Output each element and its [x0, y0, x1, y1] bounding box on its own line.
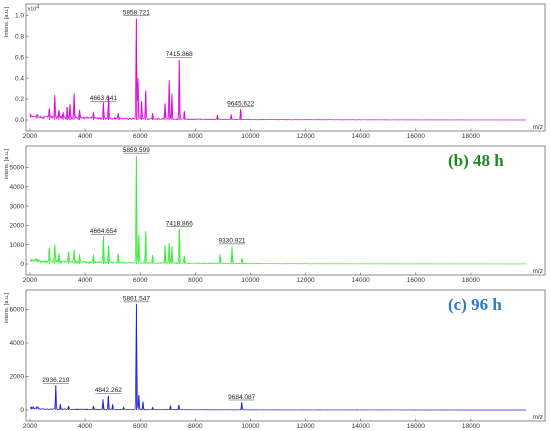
peak-label: 9684.087 — [228, 394, 255, 401]
y-tick-label: 0.6 — [15, 54, 24, 61]
peak-label: 5859.599 — [123, 147, 150, 154]
x-tick-label: 4000 — [78, 423, 93, 430]
peak-label: 4842.262 — [95, 387, 122, 394]
peak-label: 4663.641 — [90, 95, 117, 102]
x-tick-label: 6000 — [133, 133, 148, 140]
x-axis-unit-label: m/z — [533, 268, 543, 275]
y-tick-label: 0.4 — [15, 75, 24, 82]
y-axis-label: Intens. [a.u.] — [4, 292, 10, 323]
y-tick-label: 0 — [20, 261, 24, 268]
x-tick-label: 14000 — [352, 133, 370, 140]
y-exponent-label: x104 — [28, 5, 40, 13]
x-tick-label: 2000 — [23, 423, 38, 430]
y-tick-label: 4000 — [10, 340, 25, 347]
x-tick-label: 4000 — [78, 277, 93, 284]
plot-frame — [25, 289, 546, 422]
x-tick-label: 12000 — [297, 133, 315, 140]
x-tick-label: 12000 — [297, 423, 315, 430]
x-tick-label: 12000 — [297, 277, 315, 284]
panel-title: (c) 96 h — [448, 295, 502, 314]
x-tick-label: 2000 — [23, 277, 38, 284]
x-axis-unit-label: m/z — [533, 124, 543, 131]
y-tick-label: 0.8 — [15, 33, 24, 40]
x-tick-label: 14000 — [352, 277, 370, 284]
y-tick-label: 0.2 — [15, 96, 24, 103]
x-tick-label: 8000 — [188, 423, 203, 430]
peak-label: 7418.866 — [166, 220, 193, 227]
y-tick-label: 2000 — [10, 223, 25, 230]
panel-title: (b) 48 h — [448, 151, 504, 170]
peak-label: 9330.921 — [218, 238, 245, 245]
y-tick-label: 1.0 — [15, 12, 24, 19]
peak-label: 2936.219 — [42, 377, 69, 384]
y-tick-label: 6000 — [10, 307, 25, 314]
x-tick-label: 16000 — [407, 133, 425, 140]
x-tick-label: 8000 — [188, 133, 203, 140]
x-tick-label: 10000 — [241, 423, 259, 430]
y-tick-label: 5000 — [10, 165, 25, 172]
y-tick-label: 1000 — [10, 242, 25, 249]
x-tick-label: 18000 — [462, 133, 480, 140]
x-tick-label: 18000 — [462, 277, 480, 284]
peak-label: 5858.721 — [123, 9, 150, 16]
y-tick-label: 4000 — [10, 184, 25, 191]
spectrum-panel-1: 0.0 0.2 0.4 0.6 0.8 1.0 Intens. [a.u.] x104 2000… — [4, 3, 546, 140]
x-tick-label: 10000 — [241, 133, 259, 140]
y-axis-label: Intens. [a.u.] — [4, 148, 10, 179]
spectrum-line — [29, 156, 527, 265]
x-tick-label: 14000 — [352, 423, 370, 430]
x-tick-label: 6000 — [133, 423, 148, 430]
x-tick-label: 18000 — [462, 423, 480, 430]
plot-frame — [25, 3, 546, 132]
x-axis-unit-label: m/z — [533, 414, 543, 421]
peak-label: 4664.654 — [90, 228, 117, 235]
peak-label: 9645.622 — [227, 100, 254, 107]
spectrum-line — [29, 303, 527, 411]
x-tick-label: 10000 — [241, 277, 259, 284]
x-tick-label: 16000 — [407, 423, 425, 430]
x-tick-label: 6000 — [133, 277, 148, 284]
x-tick-label: 16000 — [407, 277, 425, 284]
plot-frame — [25, 145, 546, 276]
y-axis-label: Intens. [a.u.] — [4, 6, 10, 37]
y-tick-label: 2000 — [10, 374, 25, 381]
x-tick-label: 4000 — [78, 133, 93, 140]
x-tick-label: 8000 — [188, 277, 203, 284]
peak-label: 7415.868 — [166, 51, 193, 58]
y-tick-label: 3000 — [10, 203, 25, 210]
spectrum-line — [29, 18, 527, 121]
y-tick-label: 0.0 — [15, 117, 24, 124]
y-tick-label: 0 — [20, 407, 24, 414]
peak-label: 5861.547 — [123, 296, 150, 303]
x-tick-label: 2000 — [23, 133, 38, 140]
